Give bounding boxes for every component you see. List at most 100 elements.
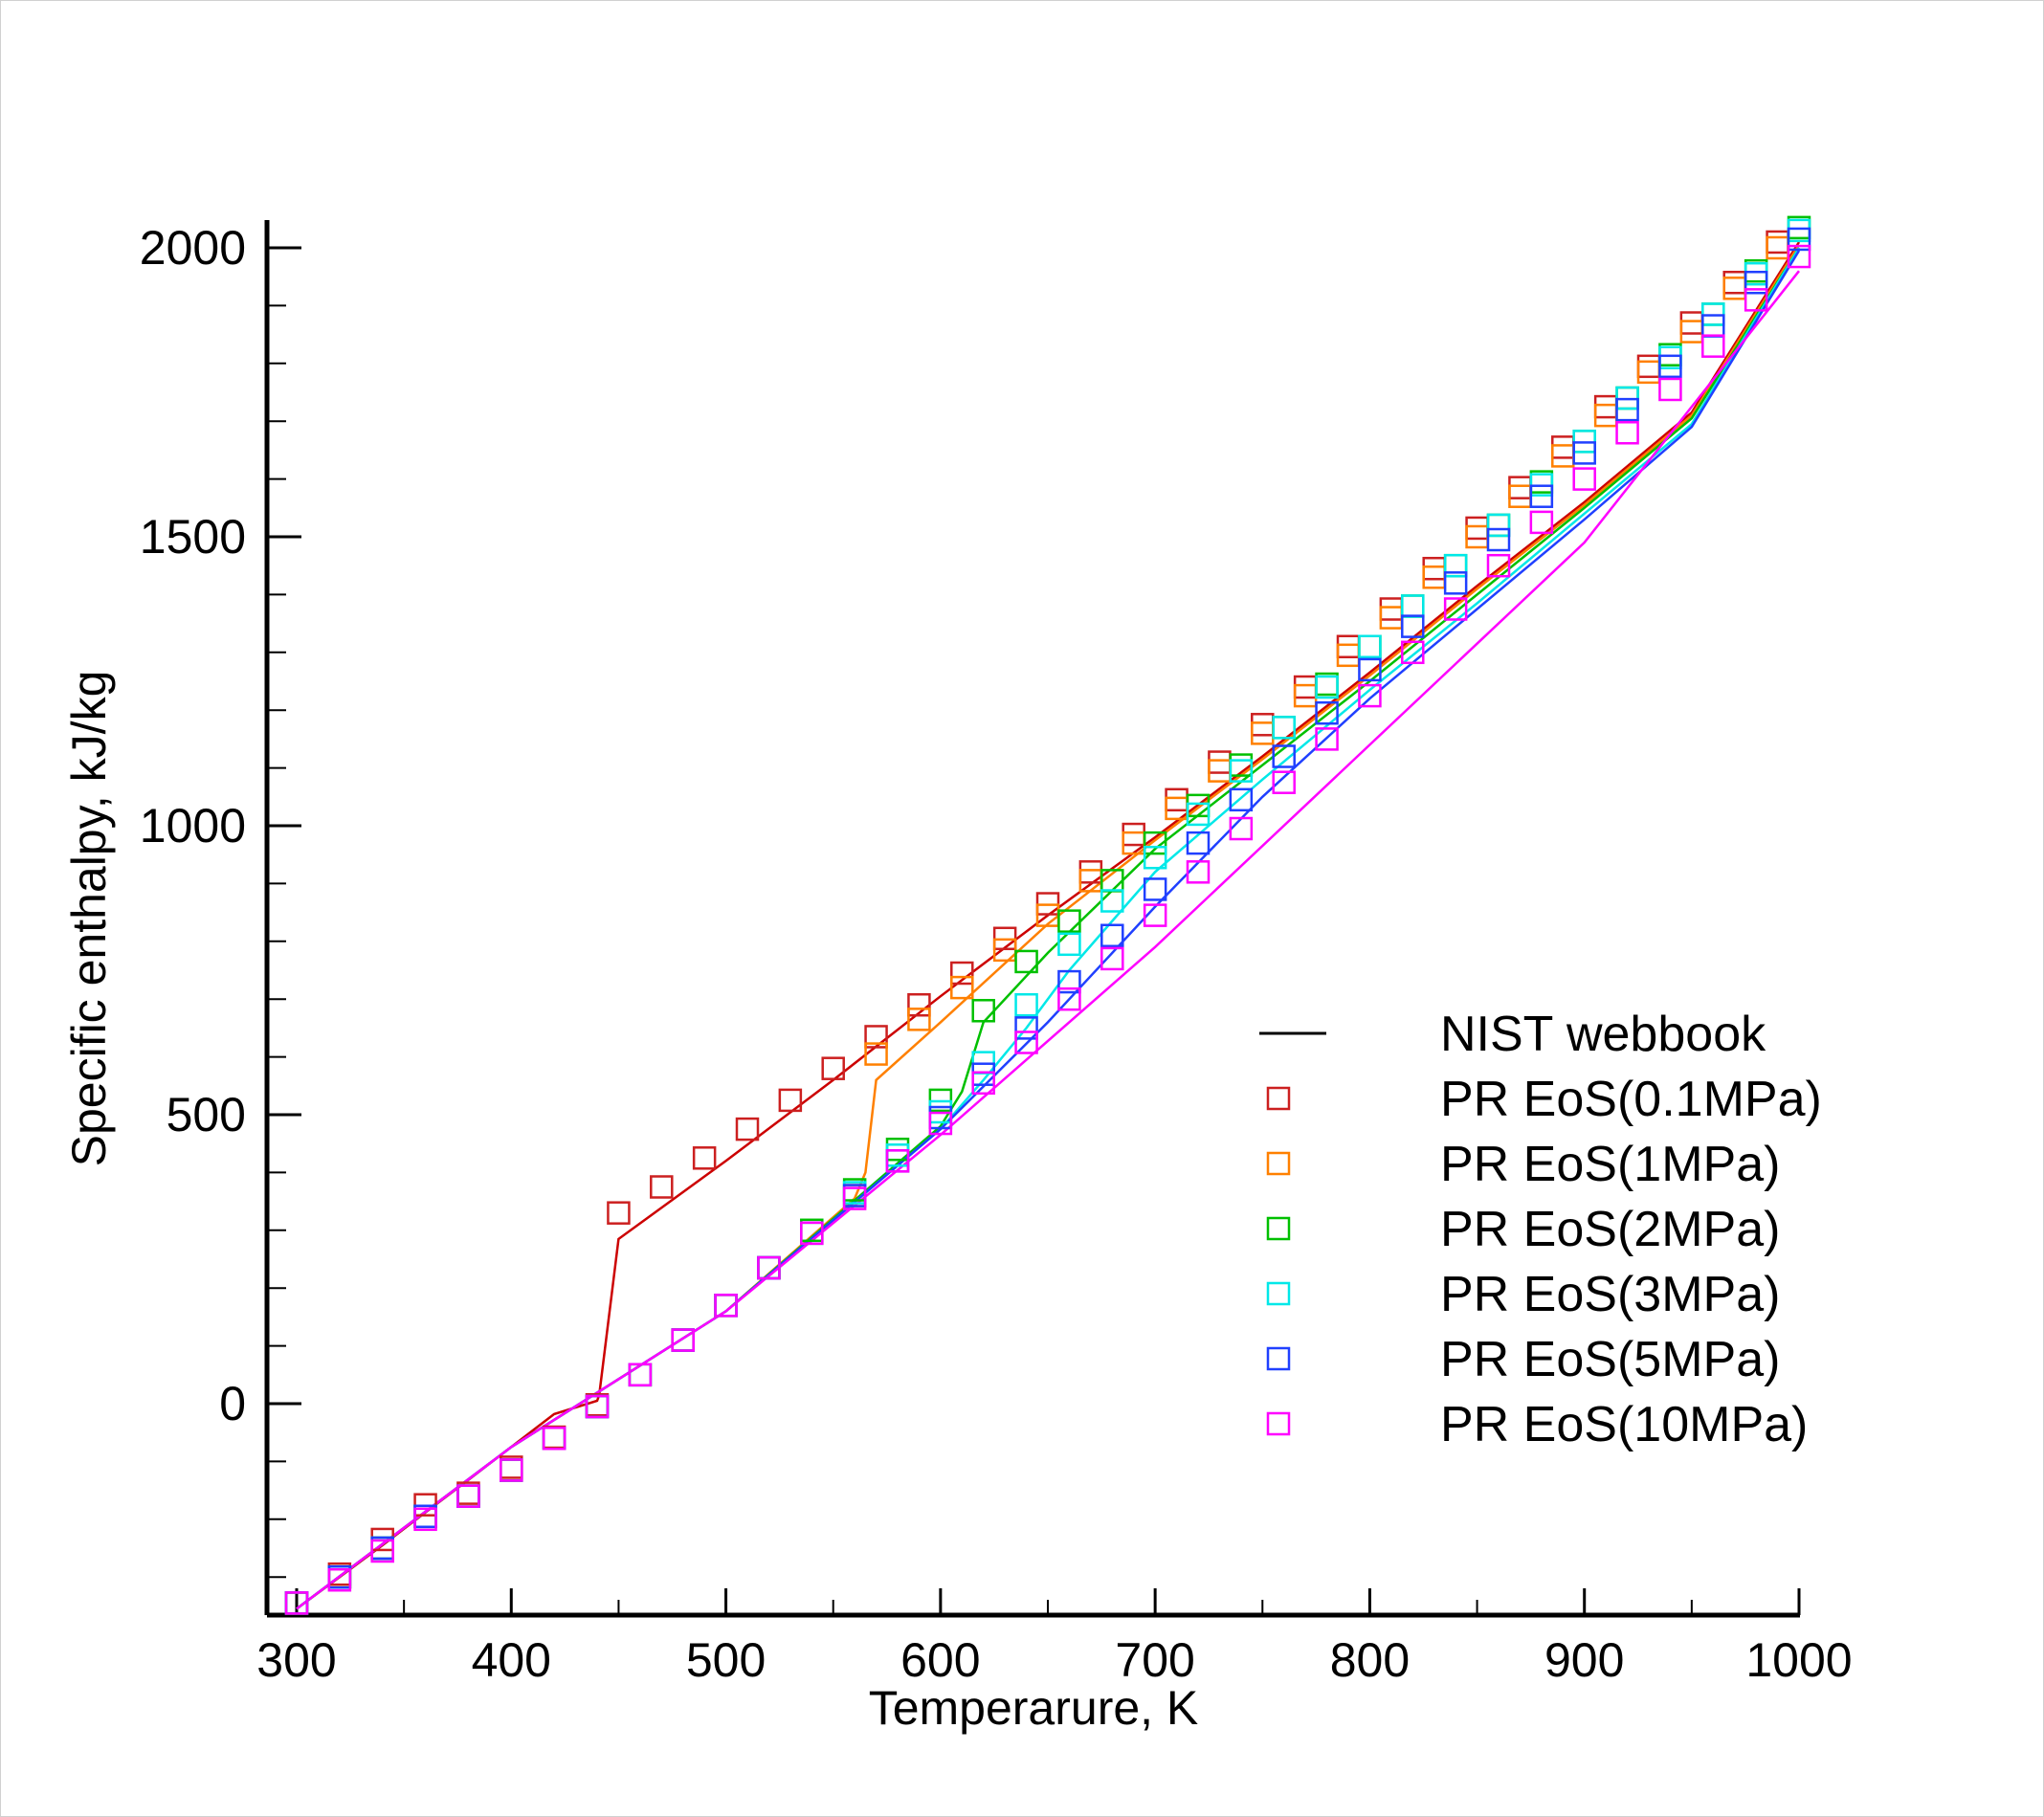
data-point-marker (1443, 597, 1468, 621)
legend-marker-swatch (1266, 1216, 1291, 1241)
y-tick-label: 2000 (140, 221, 246, 275)
markers (284, 215, 1811, 1615)
legend-label: PR EoS(10MPa) (1440, 1397, 1808, 1452)
data-point-marker (907, 1008, 931, 1031)
legend-label: NIST webbook (1440, 1007, 1766, 1062)
data-point-marker (1529, 484, 1554, 508)
data-point-marker (800, 1221, 824, 1246)
data-point-marker (971, 1071, 995, 1096)
data-point-marker (1143, 877, 1167, 901)
data-point-marker (1486, 513, 1511, 538)
data-point-marker (1143, 903, 1167, 927)
data-point-marker (1615, 397, 1639, 422)
data-point-marker (1057, 986, 1081, 1011)
y-tick-label: 1500 (140, 510, 246, 564)
data-point-marker (1229, 787, 1254, 812)
data-point-marker (1100, 923, 1124, 948)
data-point-marker (413, 1507, 437, 1532)
legend-marker-swatch (1266, 1411, 1291, 1436)
data-point-marker (650, 1175, 674, 1199)
data-point-marker (1315, 727, 1339, 751)
data-point-marker (1787, 227, 1811, 252)
data-point-marker (1615, 421, 1639, 445)
data-point-marker (1744, 270, 1768, 295)
legend-marker-swatch (1266, 1346, 1291, 1371)
data-point-marker (864, 1042, 888, 1066)
data-point-marker (1229, 816, 1254, 841)
data-point-marker (628, 1363, 653, 1387)
x-tick-label: 1000 (1745, 1633, 1852, 1687)
data-point-marker (327, 1567, 352, 1592)
data-point-marker (1658, 377, 1682, 402)
data-point-marker (1315, 700, 1339, 725)
ticks: 300 400 500 600 700 800 900 1000 0 500 1000 1500 200… (140, 221, 1853, 1687)
data-point-marker (500, 1458, 523, 1482)
data-point-marker (1787, 244, 1811, 269)
data-point-marker (1443, 553, 1468, 578)
data-point-marker (1186, 860, 1211, 884)
data-point-marker (1100, 946, 1124, 971)
data-point-marker (542, 1426, 567, 1451)
nist-curve (296, 270, 1800, 1610)
x-tick-label: 400 (472, 1633, 551, 1687)
data-point-marker (950, 975, 974, 1000)
data-point-marker (778, 1088, 803, 1113)
legend-label: PR EoS(3MPa) (1440, 1267, 1780, 1322)
x-axis-title: Temperarure, K (869, 1681, 1199, 1735)
data-point-marker (1014, 949, 1038, 974)
data-point-marker (1486, 527, 1511, 552)
data-point-marker (1229, 759, 1254, 783)
data-point-marker (692, 1146, 717, 1170)
data-point-marker (1572, 441, 1596, 465)
data-point-marker (757, 1255, 781, 1280)
data-point-marker (1100, 889, 1124, 913)
axes (264, 220, 1800, 1618)
data-point-marker (1014, 1030, 1038, 1054)
data-point-marker (1143, 845, 1167, 870)
data-point-marker (1401, 614, 1425, 638)
data-point-marker (821, 1056, 845, 1080)
x-tick-label: 700 (1115, 1633, 1194, 1687)
y-tick-label: 1000 (140, 799, 246, 853)
legend-label: PR EoS(5MPa) (1440, 1332, 1780, 1387)
x-tick-label: 900 (1544, 1633, 1624, 1687)
data-point-marker (842, 1186, 867, 1210)
y-tick-label: 0 (219, 1377, 246, 1430)
data-point-marker (907, 992, 931, 1017)
data-point-marker (1401, 640, 1425, 665)
data-point-marker (585, 1394, 610, 1419)
data-point-marker (1358, 657, 1382, 682)
data-point-marker (1186, 831, 1211, 855)
legend: NIST webbook PR EoS(0.1MPa) PR EoS(1MPa) PR… (1259, 1007, 1822, 1452)
data-point-marker (1014, 992, 1038, 1017)
y-tick-label: 500 (167, 1088, 246, 1141)
data-point-marker (1358, 634, 1382, 659)
data-point-marker (1443, 571, 1468, 595)
legend-marker-swatch (1266, 1151, 1291, 1176)
data-point-marker (864, 1025, 888, 1049)
data-point-marker (284, 1591, 309, 1615)
data-point-marker (1486, 553, 1511, 578)
x-tick-label: 600 (900, 1633, 980, 1687)
data-point-marker (1701, 334, 1725, 358)
legend-label: PR EoS(1MPa) (1440, 1137, 1780, 1192)
data-point-marker (1272, 744, 1296, 768)
data-point-marker (1014, 1016, 1038, 1040)
data-point-marker (1744, 288, 1768, 312)
data-point-marker (1315, 675, 1339, 699)
legend-label: PR EoS(0.1MPa) (1440, 1072, 1822, 1127)
y-axis-title: Specific enthalpy, kJ/kg (62, 671, 116, 1167)
data-point-marker (1358, 683, 1382, 708)
data-point-marker (370, 1539, 394, 1563)
data-point-marker (456, 1484, 480, 1508)
legend-marker-swatch (1266, 1281, 1291, 1306)
data-point-marker (1272, 770, 1296, 794)
data-point-marker (1057, 969, 1081, 994)
x-tick-label: 500 (686, 1633, 766, 1687)
data-point-marker (607, 1201, 631, 1225)
data-point-marker (1572, 467, 1596, 491)
data-point-marker (735, 1117, 760, 1141)
data-point-marker (928, 1111, 953, 1136)
data-point-marker (1272, 716, 1296, 740)
